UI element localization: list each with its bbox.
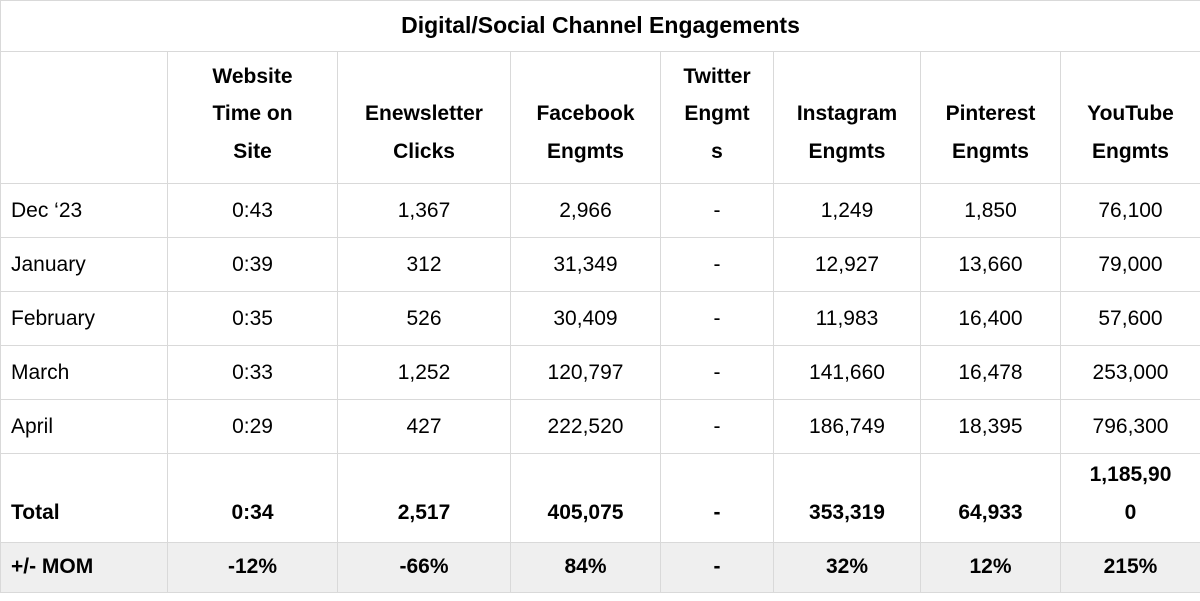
table-cell: 253,000 xyxy=(1060,345,1200,400)
row-label: March xyxy=(0,345,168,400)
row-label: +/- MOM xyxy=(0,541,168,593)
table-cell: 120,797 xyxy=(510,345,661,400)
table-cell: 215% xyxy=(1060,541,1200,593)
table-row-february: February 0:35 526 30,409 - 11,983 16,400… xyxy=(0,291,1200,346)
table-cell: 141,660 xyxy=(773,345,921,400)
table-cell: 64,933 xyxy=(920,453,1061,543)
table-cell: - xyxy=(660,291,774,346)
table-cell: 12,927 xyxy=(773,237,921,292)
column-header-youtube-engmts: YouTube Engmts xyxy=(1060,51,1200,184)
table-cell: 32% xyxy=(773,541,921,593)
table-cell: 1,252 xyxy=(337,345,511,400)
table-cell: 18,395 xyxy=(920,399,1061,454)
table-cell: 2,517 xyxy=(337,453,511,543)
title-row: Digital/Social Channel Engagements xyxy=(0,0,1200,52)
table-cell: 0:34 xyxy=(167,453,338,543)
column-header-website-time-on-site: Website Time on Site xyxy=(167,51,338,184)
table-cell: 79,000 xyxy=(1060,237,1200,292)
table-cell: 11,983 xyxy=(773,291,921,346)
table-cell: 16,478 xyxy=(920,345,1061,400)
table-cell: 0:29 xyxy=(167,399,338,454)
column-header-instagram-engmts: Instagram Engmts xyxy=(773,51,921,184)
table-cell: 312 xyxy=(337,237,511,292)
row-label: Total xyxy=(0,453,168,543)
column-header-enewsletter-clicks: Enewsletter Clicks xyxy=(337,51,511,184)
table-cell: 353,319 xyxy=(773,453,921,543)
table-cell: 1,367 xyxy=(337,183,511,238)
table-cell: 16,400 xyxy=(920,291,1061,346)
table-cell: 0:39 xyxy=(167,237,338,292)
table-cell: - xyxy=(660,237,774,292)
table-cell: 12% xyxy=(920,541,1061,593)
table-cell: 1,249 xyxy=(773,183,921,238)
table-cell: 526 xyxy=(337,291,511,346)
table-cell: 0:33 xyxy=(167,345,338,400)
table-cell: 57,600 xyxy=(1060,291,1200,346)
row-label: January xyxy=(0,237,168,292)
column-header-facebook-engmts: Facebook Engmts xyxy=(510,51,661,184)
table-cell: 405,075 xyxy=(510,453,661,543)
table-row-april: April 0:29 427 222,520 - 186,749 18,395 … xyxy=(0,399,1200,454)
column-header-pinterest-engmts: Pinterest Engmts xyxy=(920,51,1061,184)
table-cell: 76,100 xyxy=(1060,183,1200,238)
table-cell: 1,185,90 0 xyxy=(1060,453,1200,543)
table-row-january: January 0:39 312 31,349 - 12,927 13,660 … xyxy=(0,237,1200,292)
table-cell: 84% xyxy=(510,541,661,593)
table-row-march: March 0:33 1,252 120,797 - 141,660 16,47… xyxy=(0,345,1200,400)
table-cell: 0:35 xyxy=(167,291,338,346)
table-cell: - xyxy=(660,345,774,400)
table-cell: 2,966 xyxy=(510,183,661,238)
table-cell: 427 xyxy=(337,399,511,454)
row-label: Dec ‘23 xyxy=(0,183,168,238)
table-cell: 1,850 xyxy=(920,183,1061,238)
table-cell: - xyxy=(660,453,774,543)
table-cell: - xyxy=(660,183,774,238)
table-cell: 13,660 xyxy=(920,237,1061,292)
table-cell: 30,409 xyxy=(510,291,661,346)
table-cell: 31,349 xyxy=(510,237,661,292)
column-header-blank xyxy=(0,51,168,184)
table-cell: - xyxy=(660,541,774,593)
table-cell: - xyxy=(660,399,774,454)
table-cell: 0:43 xyxy=(167,183,338,238)
header-row: Website Time on Site Enewsletter Clicks … xyxy=(0,51,1200,184)
column-header-twitter-engmts: Twitter Engmt s xyxy=(660,51,774,184)
row-label: April xyxy=(0,399,168,454)
table-cell: -66% xyxy=(337,541,511,593)
table-row-dec-23: Dec ‘23 0:43 1,367 2,966 - 1,249 1,850 7… xyxy=(0,183,1200,238)
table-cell: 796,300 xyxy=(1060,399,1200,454)
table-row-total: Total 0:34 2,517 405,075 - 353,319 64,93… xyxy=(0,453,1200,543)
table-title: Digital/Social Channel Engagements xyxy=(0,0,1200,52)
table-cell: -12% xyxy=(167,541,338,593)
table-cell: 186,749 xyxy=(773,399,921,454)
row-label: February xyxy=(0,291,168,346)
table-cell: 222,520 xyxy=(510,399,661,454)
table-row-mom: +/- MOM -12% -66% 84% - 32% 12% 215% xyxy=(0,541,1200,593)
